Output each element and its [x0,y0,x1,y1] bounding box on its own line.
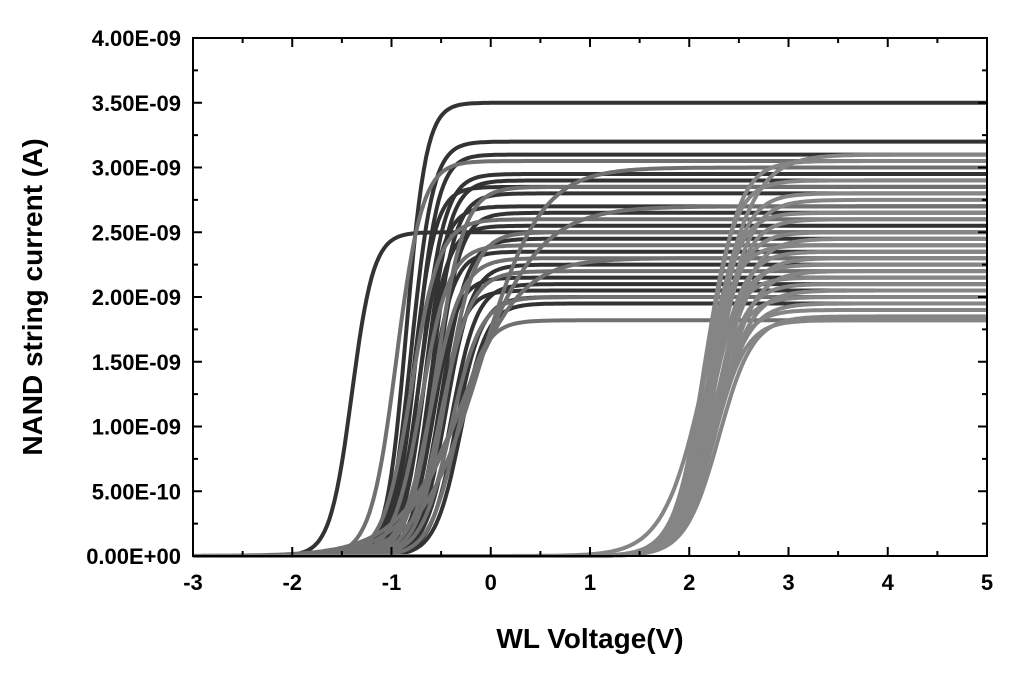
curve-group-0-2 [193,139,987,558]
curve-group-0-18 [193,301,987,558]
curve-group-1-11 [193,165,987,558]
curve-group-0-7 [193,191,987,558]
y-tick-label: 1.50E-09 [92,350,181,375]
x-tick-label: -1 [382,570,402,595]
curve-group-2-18 [193,301,987,558]
x-tick-label: 3 [782,570,794,595]
curve-group-1-4 [193,269,987,558]
curve-group-2-19 [193,308,987,558]
curve-group-0-6 [193,184,987,558]
curve-group-2-17 [193,295,987,558]
curve-group-2-16 [193,288,987,558]
x-tick-label: -2 [282,570,302,595]
x-tick-label: 0 [485,570,497,595]
x-tick-label: 2 [683,570,695,595]
x-tick-label: 5 [981,570,993,595]
curve-group-1-9 [193,204,987,558]
curve-group-1-10 [193,184,987,558]
y-tick-label: 2.50E-09 [92,220,181,245]
curve-group-2-13 [193,269,987,558]
curves-layer [193,100,987,558]
curve-group-0-11 [193,236,987,558]
curve-group-0-1 [193,100,987,558]
y-tick-label: 1.00E-09 [92,415,181,440]
x-tick-label: 4 [882,570,895,595]
curve-group-2-7 [193,230,987,558]
curve-group-0-10 [193,223,987,558]
curve-group-2-1 [193,152,987,558]
curve-group-0-17 [193,295,987,558]
curve-group-1-7 [193,318,987,558]
y-tick-label: 3.50E-09 [92,91,181,116]
y-tick-label: 0.00E+00 [86,544,181,569]
y-tick-label: 3.00E-09 [92,156,181,181]
curve-group-2-3 [193,191,987,558]
y-tick-label: 5.00E-10 [92,479,181,504]
curve-group-0-3 [193,152,987,558]
x-tick-label: -3 [183,570,203,595]
curve-group-0-15 [193,282,987,558]
ticks-layer [192,37,988,557]
x-tick-label: 1 [584,570,596,595]
tick-labels-layer: -3 -2 -1 0 1 2 3 4 5 0.00E+00 5.00E-10 1.00E-09 1.50… [86,26,993,595]
curve-group-2-8 [193,236,987,558]
y-tick-label: 4.00E-09 [92,26,181,51]
curve-group-0-16 [193,288,987,558]
y-axis-title: NAND string current (A) [17,138,48,455]
curve-group-2-21 [193,318,987,558]
curve-group-2-20 [193,314,987,558]
curve-group-1-5 [193,230,987,558]
curve-group-0-0 [193,230,987,558]
curve-group-1-6 [193,295,987,558]
curve-group-2-15 [193,282,987,558]
y-tick-label: 2.00E-09 [92,285,181,310]
x-axis-title: WL Voltage(V) [496,623,683,654]
